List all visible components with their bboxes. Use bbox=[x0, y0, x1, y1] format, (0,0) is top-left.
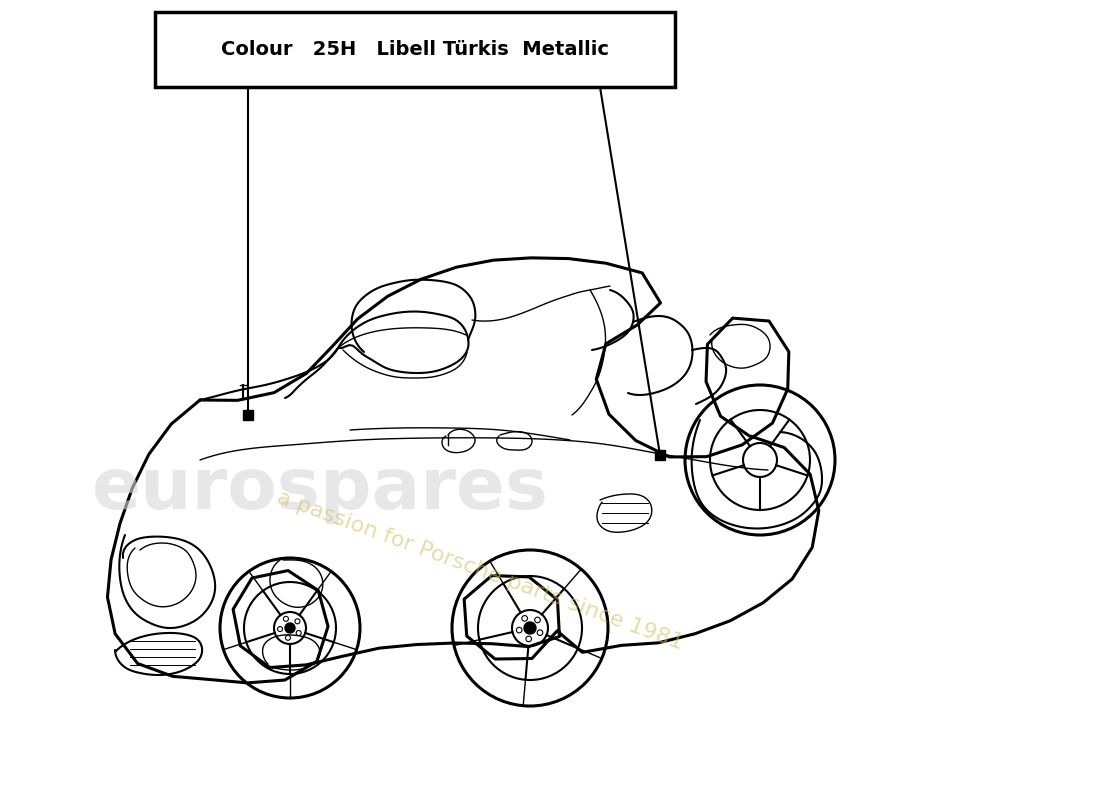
FancyBboxPatch shape bbox=[155, 12, 675, 87]
Text: a passion for Porsche parts since 1981: a passion for Porsche parts since 1981 bbox=[274, 487, 686, 653]
Text: Colour   25H   Libell Türkis  Metallic: Colour 25H Libell Türkis Metallic bbox=[221, 40, 609, 59]
Circle shape bbox=[285, 623, 295, 633]
Text: eurospares: eurospares bbox=[91, 455, 549, 525]
Circle shape bbox=[524, 622, 536, 634]
